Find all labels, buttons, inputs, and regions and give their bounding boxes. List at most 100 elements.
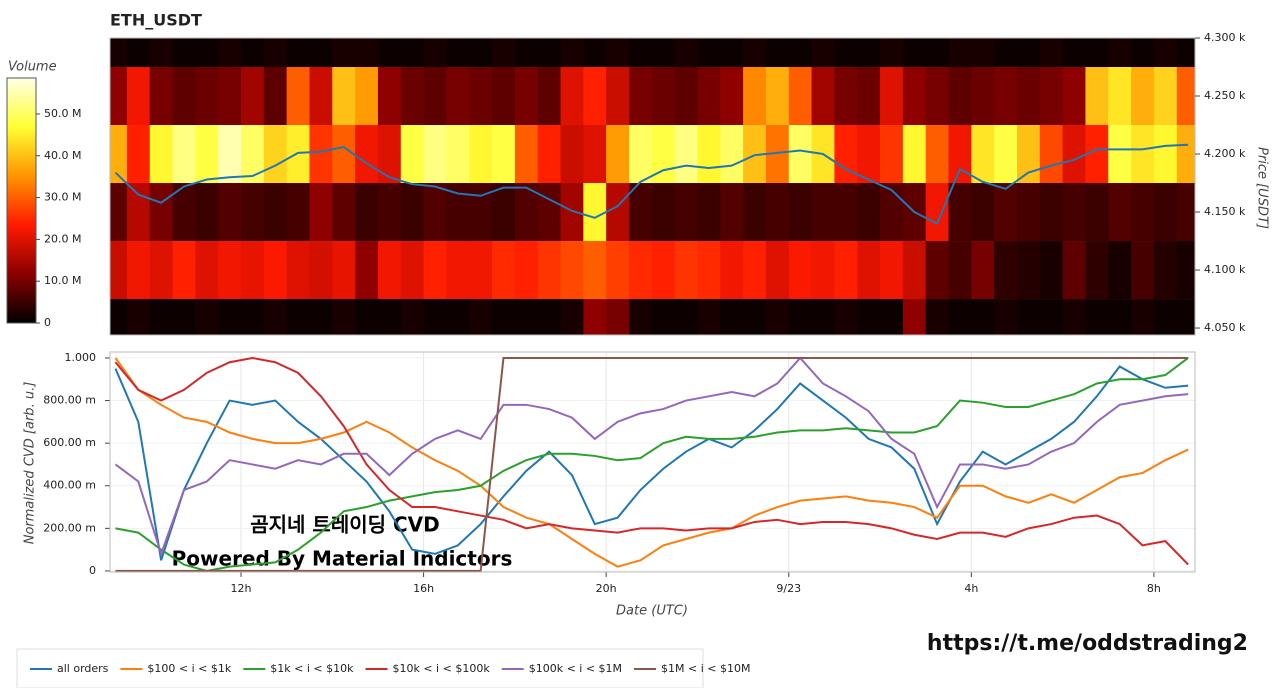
heatmap-cell [469, 67, 493, 126]
x-tick-label: 8h [1147, 582, 1161, 595]
heatmap-cell [1085, 241, 1109, 300]
heatmap-cell [492, 125, 516, 184]
heatmap-cell [355, 299, 379, 335]
heatmap-cell [1039, 125, 1064, 184]
heatmap-cell [1062, 299, 1086, 335]
heatmap-cell [1039, 67, 1064, 126]
heatmap-cell [811, 241, 835, 300]
heatmap-cell [1062, 67, 1086, 126]
heatmap-cell [446, 125, 470, 184]
heatmap-cell [765, 241, 790, 300]
heatmap-cell [309, 183, 333, 242]
heatmap-cell [492, 38, 516, 68]
heatmap-cell [1131, 241, 1155, 300]
heatmap-cell [788, 67, 813, 126]
heatmap-cell [126, 38, 151, 68]
price-line [114, 143, 1189, 226]
heatmap-cell [720, 125, 744, 184]
heatmap-cell [697, 38, 721, 68]
heatmap-cell [925, 125, 950, 184]
x-tick-label: 9/23 [776, 582, 801, 595]
heatmap-cell [583, 241, 607, 300]
heatmap-cell [469, 183, 493, 242]
heatmap-cell [423, 299, 447, 335]
heatmap-cell [263, 183, 288, 242]
heatmap-cell [948, 299, 972, 335]
heatmap-cell [1176, 183, 1195, 242]
heatmap-cell [902, 38, 927, 68]
cvd-line [115, 356, 1189, 572]
heatmap-cell [1039, 38, 1064, 68]
heatmap-cell [286, 38, 310, 68]
heatmap-cell [697, 183, 721, 242]
heatmap-cell [1108, 299, 1132, 335]
heatmap-cell [218, 38, 242, 68]
heatmap-cell [628, 38, 653, 68]
heatmap-cell [628, 241, 653, 300]
heatmap-cell [834, 67, 858, 126]
heatmap-cell [994, 299, 1018, 335]
y2-tick-label: 4.150 k [1204, 205, 1246, 218]
heatmap-cell [400, 299, 425, 335]
heatmap-cell [720, 299, 744, 335]
heatmap-cell [674, 125, 698, 184]
heatmap-cell [1085, 125, 1109, 184]
heatmap-cell [743, 241, 767, 300]
colorbar-tick-label: 20.0 M [44, 232, 81, 245]
y-tick-label: 1.000 [65, 351, 97, 364]
heatmap-cell [514, 299, 539, 335]
heatmap-cell [628, 67, 653, 126]
heatmap-cell [1153, 241, 1178, 300]
heatmap-cell [172, 38, 196, 68]
heatmap-cell [743, 183, 767, 242]
heatmap-cell [377, 38, 402, 68]
x-axis-label: Date (UTC) [616, 604, 688, 619]
heatmap-cell [948, 125, 972, 184]
heatmap-cell [811, 38, 835, 68]
heatmap-cell [651, 299, 676, 335]
heatmap-cell [469, 38, 493, 68]
heatmap-cell [1176, 241, 1195, 300]
heatmap-cell [286, 299, 310, 335]
heatmap-cell [195, 183, 219, 242]
heatmap-cell [309, 67, 333, 126]
heatmap-cell [788, 183, 813, 242]
heatmap-cell [948, 38, 972, 68]
heatmap-cell [651, 67, 676, 126]
heatmap-cell [583, 38, 607, 68]
heatmap-cell [994, 125, 1018, 184]
heatmap-cell [925, 38, 950, 68]
heatmap-cell [697, 299, 721, 335]
heatmap [110, 38, 1195, 335]
colorbar-tick-label: 50.0 M [44, 107, 81, 120]
heatmap-cell [697, 241, 721, 300]
heatmap-cell [241, 38, 265, 68]
y-axis-label: Normalized CVD [arb. u.] [23, 382, 38, 545]
heatmap-cell [606, 67, 630, 126]
heatmap-cell [537, 38, 562, 68]
heatmap-cell [423, 67, 447, 126]
heatmap-cell [857, 38, 881, 68]
heatmap-cell [765, 299, 790, 335]
heatmap-cell [377, 241, 402, 300]
heatmap-cell [218, 67, 242, 126]
heatmap-cell [743, 38, 767, 68]
cvd-line [115, 357, 1189, 572]
heatmap-cell [971, 241, 995, 300]
heatmap-cell [1153, 299, 1178, 335]
lines [114, 356, 1189, 572]
heatmap-cell [355, 125, 379, 184]
heatmap-cell [880, 299, 904, 335]
heatmap-cell [1108, 241, 1132, 300]
heatmap-cell [994, 67, 1018, 126]
heatmap-cell [332, 299, 356, 335]
heatmap-cell [651, 183, 676, 242]
y2-tick-label: 4.250 k [1204, 89, 1246, 102]
heatmap-cell [241, 183, 265, 242]
heatmap-cell [446, 241, 470, 300]
heatmap-cell [880, 183, 904, 242]
heatmap-cell [1176, 125, 1195, 184]
heatmap-cell [149, 299, 174, 335]
heatmap-cell [1176, 67, 1195, 126]
